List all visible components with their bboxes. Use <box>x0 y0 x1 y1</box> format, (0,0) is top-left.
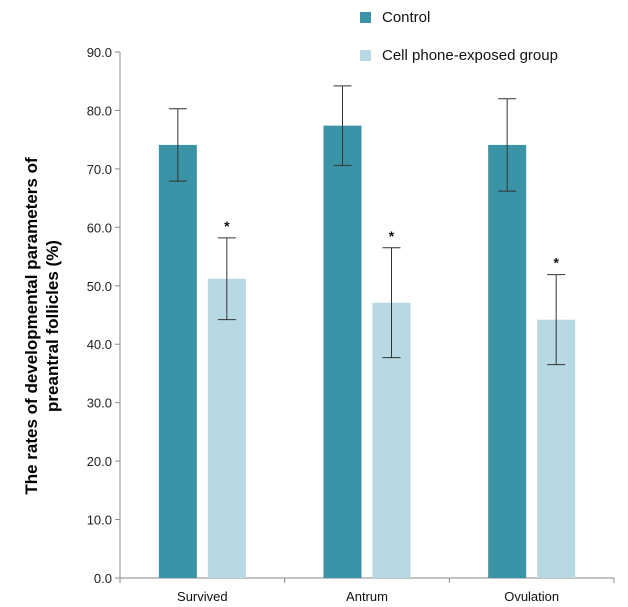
y-axis-label-line-1: The rates of developmental parameters of <box>22 157 41 495</box>
significance-star: * <box>553 255 559 271</box>
y-tick-label: 70.0 <box>87 162 112 177</box>
x-category-label: Antrum <box>346 589 388 604</box>
y-tick-label: 40.0 <box>87 337 112 352</box>
axes: 0.0 10.0 20.0 30.0 40.0 50.0 60.0 70.0 80.0 90.0 S… <box>87 45 615 604</box>
y-tick-label: 60.0 <box>87 220 112 235</box>
bar-control <box>488 144 527 578</box>
y-tick-label: 20.0 <box>87 454 112 469</box>
legend: Control Cell phone-exposed group <box>360 9 558 64</box>
y-tick-label: 0.0 <box>94 571 112 586</box>
x-category-label: Survived <box>177 589 228 604</box>
legend-label: Cell phone-exposed group <box>382 47 558 64</box>
legend-swatch <box>360 12 371 23</box>
bars: * * * <box>158 85 576 578</box>
significance-star: * <box>389 228 395 244</box>
y-tick-label: 10.0 <box>87 513 112 528</box>
bar-control <box>158 144 197 578</box>
y-axis-label: The rates of developmental parameters of… <box>22 157 62 495</box>
significance-star: * <box>224 218 230 234</box>
bar-exposed <box>207 278 246 578</box>
y-tick-label: 90.0 <box>87 45 112 60</box>
x-category-label: Ovulation <box>504 589 559 604</box>
legend-swatch <box>360 50 371 61</box>
y-tick-label: 30.0 <box>87 396 112 411</box>
y-tick-label: 50.0 <box>87 279 112 294</box>
y-axis-label-line-2: preantral follicles (%) <box>43 240 62 412</box>
legend-label: Control <box>382 9 430 26</box>
y-tick-label: 80.0 <box>87 103 112 118</box>
bar-control <box>323 125 362 578</box>
